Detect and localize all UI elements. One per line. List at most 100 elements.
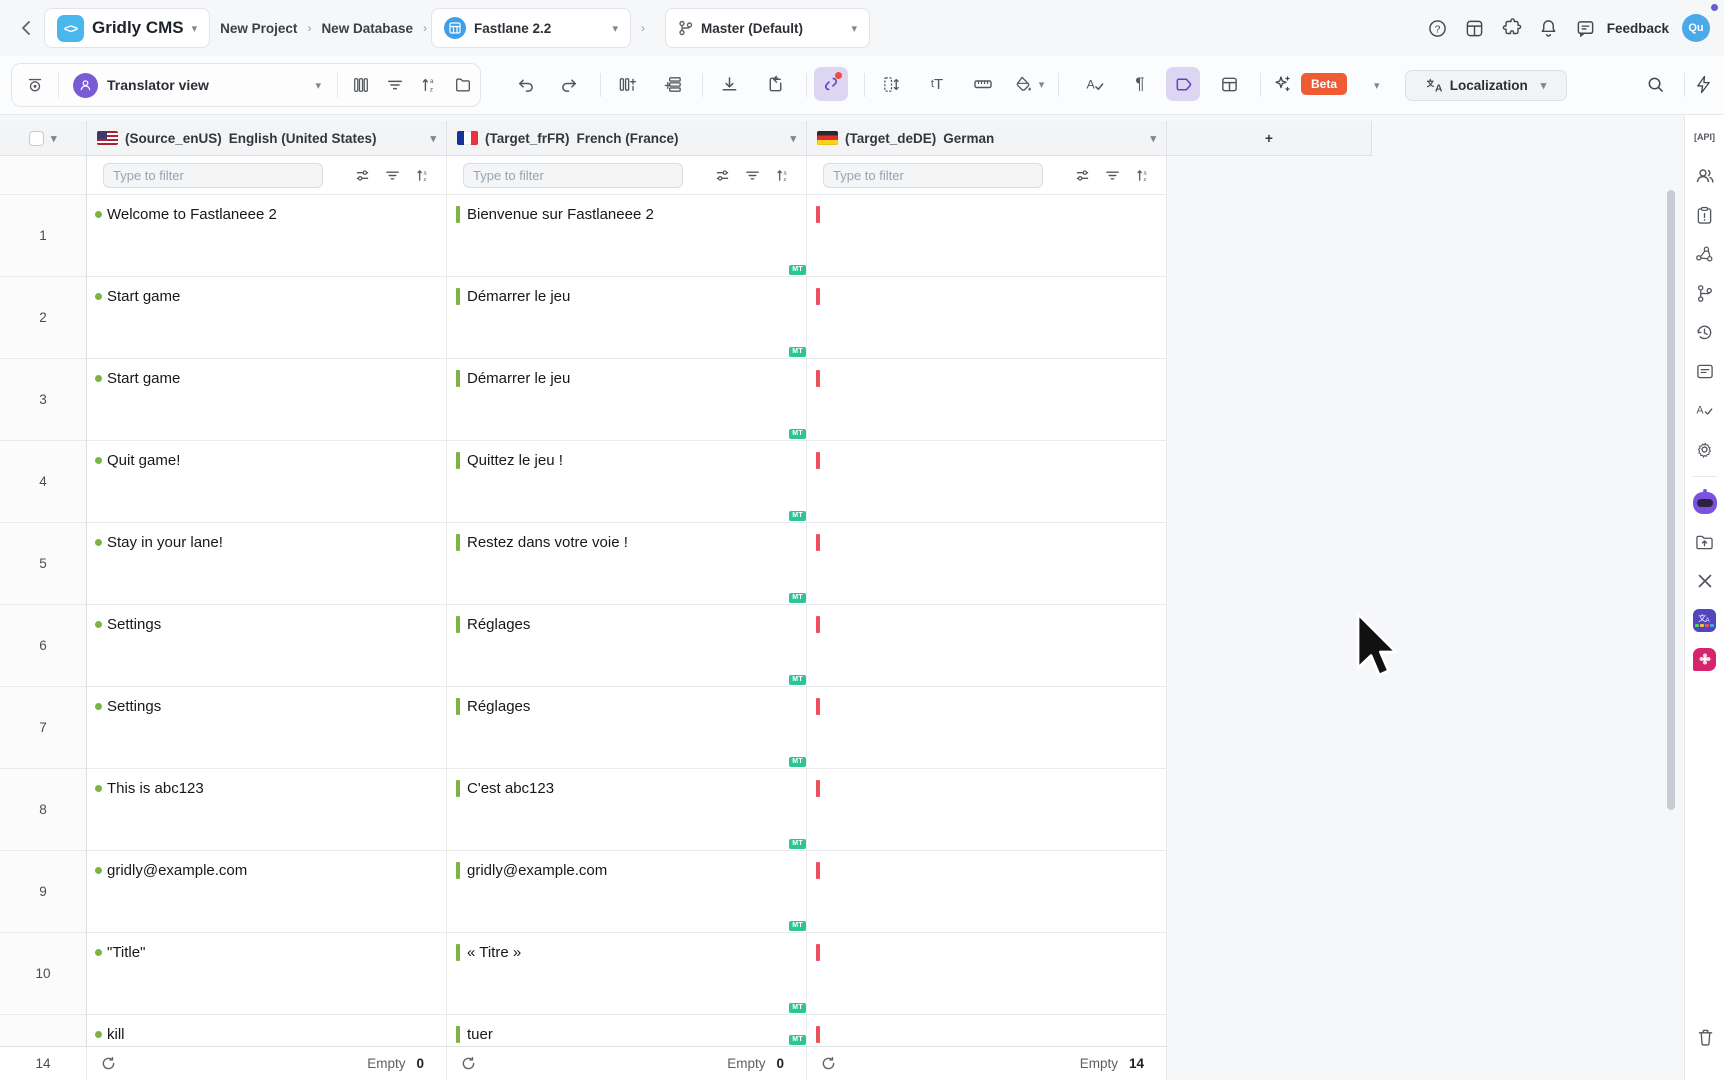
history-icon[interactable]: [1691, 318, 1719, 346]
cell-target-de[interactable]: [807, 359, 1167, 441]
bell-icon[interactable]: [1537, 16, 1561, 40]
back-button[interactable]: [12, 14, 40, 42]
automations-bolt-icon[interactable]: [1686, 67, 1720, 101]
branch-diagram-icon[interactable]: [1691, 279, 1719, 307]
tasks-icon[interactable]: [1691, 201, 1719, 229]
group-records-icon[interactable]: [446, 68, 480, 102]
beta-badge[interactable]: Beta: [1301, 73, 1348, 95]
cell-target-fr[interactable]: Réglages MT: [447, 687, 807, 769]
apps-grid-icon[interactable]: [1463, 16, 1487, 40]
cell-source-en[interactable]: Quit game!: [87, 441, 447, 523]
add-column-button[interactable]: +: [1167, 121, 1372, 156]
column-settings-icon[interactable]: [715, 168, 730, 183]
cell-target-de[interactable]: [807, 687, 1167, 769]
filter-icon[interactable]: [378, 68, 412, 102]
breadcrumb-database[interactable]: New Database: [321, 20, 413, 36]
row-number[interactable]: 8: [0, 769, 87, 851]
row-number[interactable]: 5: [0, 523, 87, 605]
cell-source-en[interactable]: "Title": [87, 933, 447, 1015]
chevron-down-icon[interactable]: ▾: [1374, 80, 1380, 92]
row-number[interactable]: 7: [0, 687, 87, 769]
tag-view-icon[interactable]: [1166, 67, 1200, 101]
select-all-checkbox[interactable]: [29, 130, 44, 146]
row-number[interactable]: 3: [0, 359, 87, 441]
row-number[interactable]: 1: [0, 195, 87, 277]
import-icon[interactable]: [758, 67, 792, 101]
cell-target-de[interactable]: [807, 441, 1167, 523]
cell-target-fr[interactable]: Démarrer le jeu MT: [447, 277, 807, 359]
cell-source-en[interactable]: Settings: [87, 687, 447, 769]
column-filter-icon[interactable]: [745, 168, 760, 183]
cell-target-de[interactable]: [807, 523, 1167, 605]
close-icon[interactable]: [1691, 567, 1719, 595]
row-number[interactable]: [0, 1015, 87, 1046]
ai-sparkles-icon[interactable]: [1268, 67, 1298, 101]
row-number[interactable]: 10: [0, 933, 87, 1015]
user-avatar[interactable]: Qu: [1682, 14, 1710, 42]
cell-target-fr[interactable]: Réglages MT: [447, 605, 807, 687]
column-filter-icon[interactable]: [385, 168, 400, 183]
row-number[interactable]: 6: [0, 605, 87, 687]
column-filter-icon[interactable]: [1105, 168, 1120, 183]
refresh-icon[interactable]: [101, 1056, 116, 1071]
column-header-target-fr[interactable]: (Target_frFR) French (France) ▾: [447, 121, 807, 156]
search-icon[interactable]: [1638, 67, 1672, 101]
insert-row-icon[interactable]: [656, 67, 690, 101]
help-icon[interactable]: ?: [1426, 16, 1450, 40]
refresh-icon[interactable]: [461, 1056, 476, 1071]
export-icon[interactable]: [712, 67, 746, 101]
puzzle-icon[interactable]: [1500, 16, 1524, 40]
localization-view-button[interactable]: A Localization ▾: [1405, 70, 1567, 101]
cell-source-en[interactable]: This is abc123: [87, 769, 447, 851]
cell-target-fr[interactable]: C'est abc123 MT: [447, 769, 807, 851]
cell-target-fr[interactable]: tuer MT: [447, 1015, 807, 1046]
settings-gear-icon[interactable]: [1691, 435, 1719, 463]
trash-icon[interactable]: [1691, 1023, 1719, 1051]
members-icon[interactable]: [1691, 162, 1719, 190]
cell-target-fr[interactable]: gridly@example.com MT: [447, 851, 807, 933]
cell-target-de[interactable]: [807, 195, 1167, 277]
filter-input-fr[interactable]: [463, 162, 683, 188]
api-icon[interactable]: [API]: [1694, 132, 1715, 142]
cell-source-en[interactable]: Start game: [87, 277, 447, 359]
filter-input-en[interactable]: [103, 162, 323, 188]
vertical-scrollbar[interactable]: [1667, 190, 1675, 810]
cell-target-fr[interactable]: « Titre » MT: [447, 933, 807, 1015]
cell-source-en[interactable]: Settings: [87, 605, 447, 687]
refresh-icon[interactable]: [821, 1056, 836, 1071]
column-header-source-en[interactable]: (Source_enUS) English (United States) ▾: [87, 121, 447, 156]
manage-columns-icon[interactable]: [344, 68, 378, 102]
ruler-icon[interactable]: [966, 67, 1000, 101]
column-header-target-de[interactable]: (Target_deDE) German ▾: [807, 121, 1167, 156]
fill-color-icon[interactable]: ▾: [1006, 67, 1052, 101]
formatting-marks-icon[interactable]: ¶: [1135, 74, 1145, 93]
row-number[interactable]: 4: [0, 441, 87, 523]
column-settings-icon[interactable]: [1075, 168, 1090, 183]
cell-target-fr[interactable]: Bienvenue sur Fastlaneee 2 MT: [447, 195, 807, 277]
import-folder-icon[interactable]: [1691, 528, 1719, 556]
cell-target-de[interactable]: [807, 851, 1167, 933]
cell-source-en[interactable]: Welcome to Fastlaneee 2: [87, 195, 447, 277]
row-height-icon[interactable]: [874, 67, 908, 101]
cell-target-de[interactable]: [807, 1015, 1167, 1046]
spellcheck-icon[interactable]: A: [1078, 67, 1112, 101]
cell-source-en[interactable]: kill: [87, 1015, 447, 1046]
layout-icon[interactable]: [1212, 67, 1246, 101]
bot-icon[interactable]: [1691, 489, 1719, 517]
cell-source-en[interactable]: gridly@example.com: [87, 851, 447, 933]
qa-check-icon[interactable]: A: [1691, 396, 1719, 424]
feedback-label[interactable]: Feedback: [1606, 20, 1669, 36]
cell-target-fr[interactable]: Quittez le jeu ! MT: [447, 441, 807, 523]
view-visibility-icon[interactable]: [18, 68, 52, 102]
app-switcher[interactable]: <> Gridly CMS ▾: [44, 8, 211, 48]
cell-target-de[interactable]: [807, 933, 1167, 1015]
cell-source-en[interactable]: Stay in your lane!: [87, 523, 447, 605]
cell-target-fr[interactable]: Restez dans votre voie ! MT: [447, 523, 807, 605]
cell-target-de[interactable]: [807, 605, 1167, 687]
